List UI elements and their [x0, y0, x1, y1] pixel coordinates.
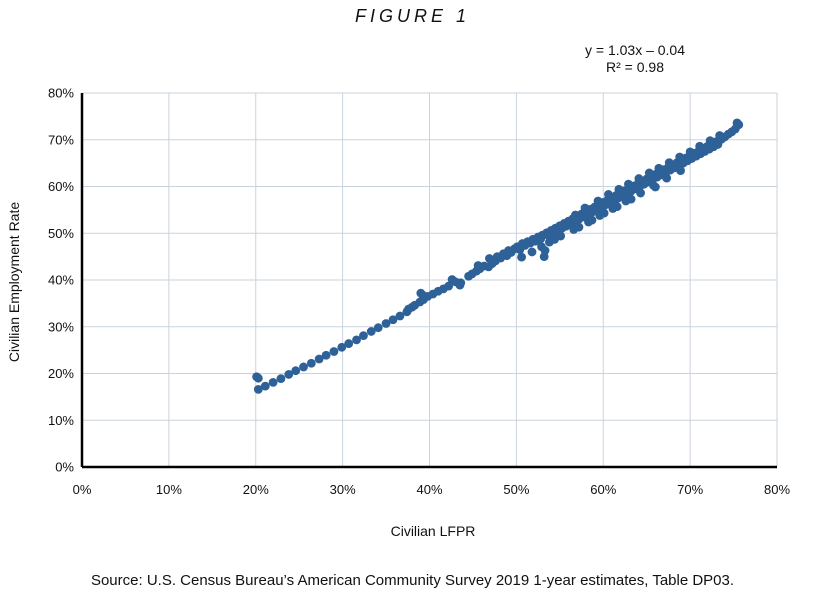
x-tick-label: 40%	[416, 482, 442, 497]
data-point	[734, 120, 744, 130]
data-point	[664, 158, 674, 168]
data-point	[604, 190, 613, 199]
data-point	[644, 168, 654, 178]
data-point	[685, 147, 695, 157]
data-point	[537, 242, 546, 252]
data-point	[636, 188, 646, 198]
x-tick-label: 80%	[764, 482, 790, 497]
data-point	[574, 222, 584, 232]
data-point	[517, 252, 526, 262]
data-point	[624, 179, 633, 189]
data-point	[715, 131, 725, 140]
data-point	[599, 208, 609, 218]
data-point	[527, 247, 537, 257]
data-point	[695, 141, 705, 151]
x-tick-label: 20%	[243, 482, 269, 497]
data-point	[614, 184, 624, 194]
data-point	[485, 254, 494, 263]
regression-equation: y = 1.03x – 0.04	[584, 42, 686, 58]
data-point	[654, 163, 664, 173]
data-point	[373, 323, 383, 333]
data-point	[359, 331, 368, 341]
data-point	[253, 384, 263, 394]
data-point	[344, 339, 354, 348]
x-tick-label: 70%	[677, 482, 703, 497]
data-points	[252, 118, 744, 394]
data-point	[705, 136, 715, 146]
data-point	[291, 366, 301, 376]
data-point	[626, 194, 636, 204]
y-tick-label: 30%	[48, 319, 74, 334]
axes	[80, 93, 777, 469]
data-point	[352, 335, 361, 345]
data-point	[676, 166, 685, 176]
data-point	[260, 381, 270, 391]
data-point	[299, 362, 308, 372]
figure-title: FIGURE 1	[354, 6, 470, 26]
x-axis-title: Civilian LFPR	[391, 523, 476, 539]
data-point	[571, 210, 580, 220]
y-tick-label: 20%	[48, 366, 74, 381]
r-squared-label: R² = 0.98	[606, 59, 664, 75]
data-point	[587, 215, 597, 225]
scatter-chart: 0% 10% 20% 30% 40% 50% 60% 70% 80% 0% 10% 20% 30% 40%…	[6, 86, 790, 540]
y-tick-label: 40%	[48, 273, 74, 288]
data-point	[366, 327, 376, 336]
y-tick-label: 70%	[48, 132, 74, 147]
data-point	[593, 196, 603, 206]
data-point	[381, 319, 391, 328]
y-tick-label: 80%	[48, 86, 74, 101]
data-point	[284, 370, 294, 379]
data-point	[444, 281, 454, 291]
data-point	[321, 350, 331, 360]
data-point	[268, 377, 278, 387]
y-axis-title: Civilian Employment Rate	[6, 202, 22, 362]
x-tick-label: 0%	[73, 482, 92, 497]
x-tick-label: 30%	[330, 482, 356, 497]
y-tick-label: 0%	[55, 460, 74, 475]
data-point	[388, 315, 398, 325]
data-point	[395, 311, 405, 321]
source-note: Source: U.S. Census Bureau’s American Co…	[90, 572, 735, 589]
x-tick-label: 50%	[503, 482, 529, 497]
data-point	[675, 152, 685, 162]
data-point	[337, 342, 347, 352]
data-point	[253, 373, 263, 383]
y-tick-label: 50%	[48, 226, 74, 241]
y-tick-label: 60%	[48, 179, 74, 194]
data-point	[314, 354, 324, 364]
data-point	[650, 182, 660, 192]
tick-labels: 0% 10% 20% 30% 40% 50% 60% 70% 80% 0% 10% 20% 30% 40%…	[48, 86, 790, 498]
regression-annotation: y = 1.03x – 0.04 R² = 0.98	[560, 42, 710, 76]
data-point	[560, 220, 570, 230]
data-point	[662, 173, 672, 183]
data-point	[276, 374, 286, 384]
data-point	[306, 358, 316, 368]
x-tick-label: 10%	[156, 482, 182, 497]
data-point	[550, 234, 559, 244]
y-tick-label: 10%	[48, 413, 74, 428]
data-point	[455, 280, 465, 290]
x-tick-label: 60%	[590, 482, 616, 497]
data-point	[612, 202, 622, 212]
data-point	[634, 174, 644, 183]
data-point	[329, 347, 339, 356]
grid-lines	[81, 92, 778, 468]
data-point	[580, 203, 590, 213]
